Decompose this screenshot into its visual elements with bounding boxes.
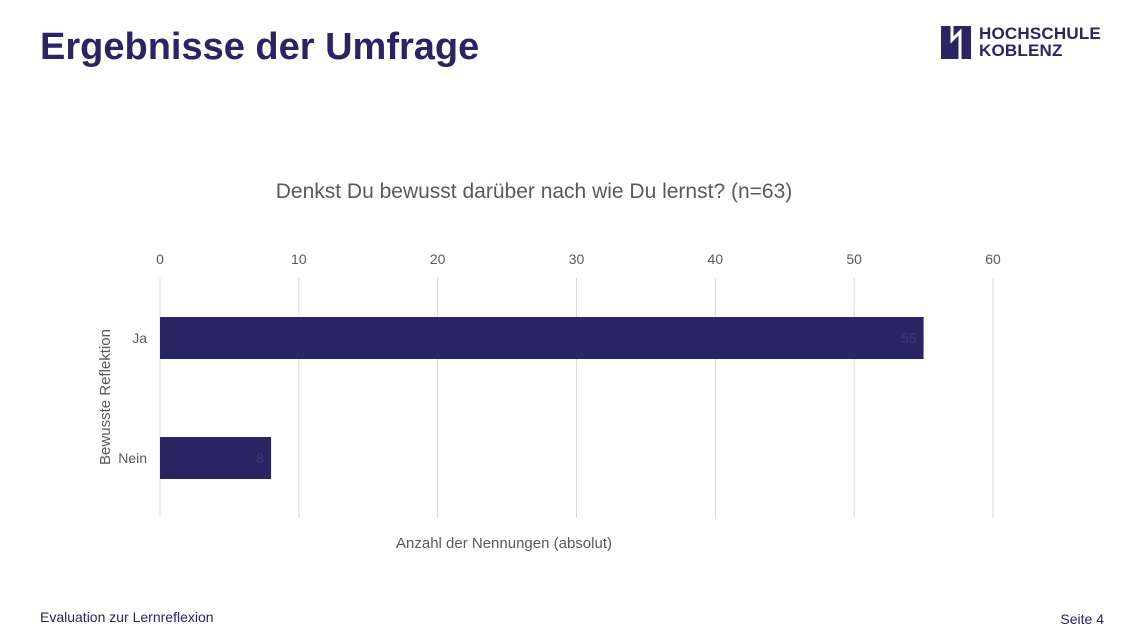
x-tick-label: 30	[569, 251, 585, 267]
data-label: 55	[901, 330, 917, 346]
hochschule-koblenz-logo: HOCHSCHULE KOBLENZ	[941, 25, 1101, 59]
x-tick-label: 10	[291, 251, 307, 267]
x-tick-labels: 0 10 20 30 40 50 60	[156, 251, 1001, 267]
logo-line-2: KOBLENZ	[979, 41, 1063, 60]
footer-presentation-title: Evaluation zur Lernreflexion	[40, 609, 214, 625]
y-axis-label: Bewusste Reflektion	[97, 329, 114, 465]
x-axis-label: Anzahl der Nennungen (absolut)	[396, 535, 612, 552]
chart-title: Denkst Du bewusst darüber nach wie Du le…	[276, 180, 793, 203]
logo-text: HOCHSCHULE KOBLENZ	[979, 25, 1101, 59]
category-label: Ja	[132, 330, 147, 346]
category-label: Nein	[118, 450, 147, 466]
category-labels: Ja Nein	[118, 330, 147, 466]
bars: 55 8	[160, 317, 924, 479]
x-tick-label: 50	[846, 251, 862, 267]
bar	[160, 317, 924, 359]
logo-mark-icon	[941, 25, 971, 59]
bar	[160, 437, 272, 479]
x-tick-label: 20	[430, 251, 446, 267]
logo-line-1: HOCHSCHULE	[979, 24, 1101, 43]
slide-title: Ergebnisse der Umfrage	[40, 26, 480, 68]
footer-page-number: Seite 4	[1060, 611, 1104, 627]
data-label: 8	[256, 450, 264, 466]
x-tick-label: 40	[708, 251, 724, 267]
x-tick-label: 0	[156, 251, 164, 267]
gridlines	[159, 278, 994, 518]
x-tick-label: 60	[985, 251, 1001, 267]
